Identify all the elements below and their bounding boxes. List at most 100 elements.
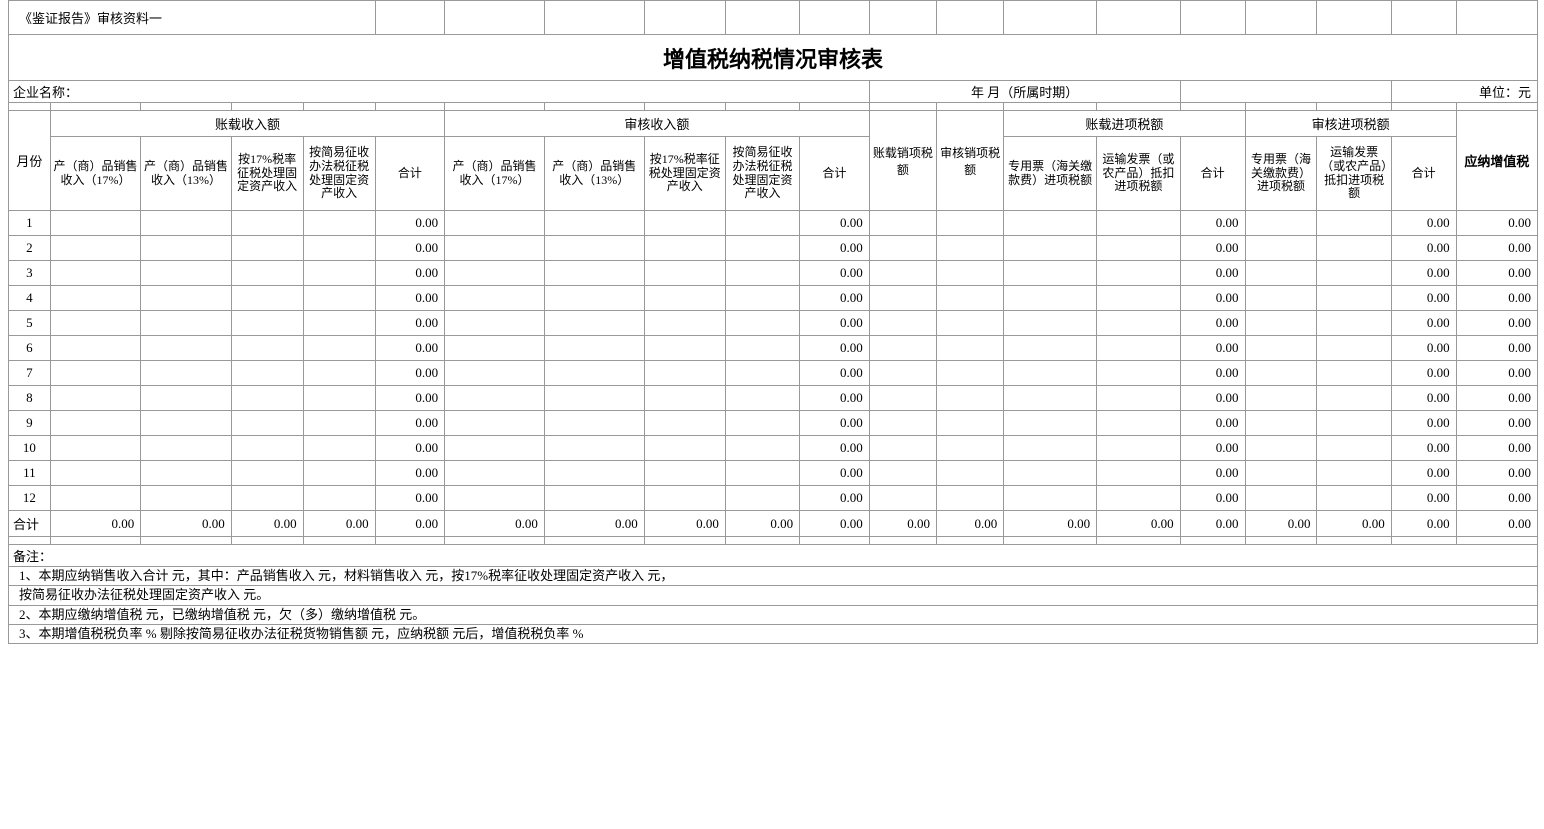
main-table: 《鉴证报告》审核资料一 增值税纳税情况审核表 企业名称： 年 月（所属时期） 单… (8, 0, 1538, 644)
month-cell: 3 (9, 261, 51, 286)
data-cell (1245, 286, 1317, 311)
data-cell: 0.00 (800, 386, 870, 411)
data-cell (644, 486, 725, 511)
sub-header-row: 产（商）品销售收入（17%） 产（商）品销售收入（13%） 按17%税率征税处理… (9, 137, 1538, 211)
data-cell (445, 461, 545, 486)
data-cell: 0.00 (375, 486, 445, 511)
month-cell: 12 (9, 486, 51, 511)
data-cell (303, 411, 375, 436)
data-cell: 0.00 (1180, 286, 1245, 311)
data-cell (937, 486, 1004, 511)
data-cell: 0.00 (1180, 311, 1245, 336)
notes-label: 备注： (9, 545, 1538, 567)
data-cell (141, 236, 231, 261)
data-cell (937, 411, 1004, 436)
data-cell (544, 436, 644, 461)
data-cell (303, 336, 375, 361)
data-cell (141, 386, 231, 411)
data-cell (1097, 311, 1181, 336)
month-cell: 5 (9, 311, 51, 336)
data-cell (1097, 211, 1181, 236)
data-cell (1004, 311, 1097, 336)
notes-row-1b: 按简易征收办法征税处理固定资产收入 元。 (9, 586, 1538, 605)
data-cell: 0.00 (375, 286, 445, 311)
notes-row-1: 1、本期应纳销售收入合计 元，其中：产品销售收入 元，材料销售收入 元，按17%… (9, 567, 1538, 586)
data-cell (231, 236, 303, 261)
sh-prod17: 产（商）品销售收入（17%） (50, 137, 140, 211)
data-cell (231, 436, 303, 461)
grp-audit-income: 审核收入额 (445, 111, 870, 137)
month-cell: 2 (9, 236, 51, 261)
data-cell: 0.00 (1391, 411, 1456, 436)
data-cell (937, 311, 1004, 336)
data-cell (544, 336, 644, 361)
month-cell: 7 (9, 361, 51, 386)
meta-row: 企业名称： 年 月（所属时期） 单位：元 (9, 81, 1538, 103)
notes-row-2: 2、本期应缴纳增值税 元，已缴纳增值税 元，欠（多）缴纳增值税 元。 (9, 605, 1538, 624)
table-row: 60.000.000.000.000.00 (9, 336, 1538, 361)
total-cell: 0.00 (375, 511, 445, 537)
data-cell (937, 461, 1004, 486)
data-cell: 0.00 (1180, 411, 1245, 436)
data-cell: 0.00 (1456, 461, 1537, 486)
data-cell: 0.00 (1391, 311, 1456, 336)
data-cell (445, 436, 545, 461)
data-cell (725, 211, 799, 236)
sh-spec-inv-b: 专用票（海关缴款费）进项税额 (1245, 137, 1317, 211)
data-cell: 0.00 (1391, 361, 1456, 386)
data-cell (644, 286, 725, 311)
data-cell (445, 486, 545, 511)
data-cell: 0.00 (375, 261, 445, 286)
total-cell: 0.00 (1317, 511, 1391, 537)
data-cell (231, 261, 303, 286)
data-cell (141, 261, 231, 286)
total-cell: 0.00 (644, 511, 725, 537)
data-cell (1097, 461, 1181, 486)
data-cell (644, 311, 725, 336)
data-cell (50, 411, 140, 436)
table-row: 80.000.000.000.000.00 (9, 386, 1538, 411)
data-cell (644, 436, 725, 461)
data-cell: 0.00 (1456, 486, 1537, 511)
data-cell: 0.00 (1180, 336, 1245, 361)
table-row: 40.000.000.000.000.00 (9, 286, 1538, 311)
month-cell: 8 (9, 386, 51, 411)
sh-prod13b: 产（商）品销售收入（13%） (544, 137, 644, 211)
sh-subtotal1: 合计 (375, 137, 445, 211)
sh-subtotal3: 合计 (1180, 137, 1245, 211)
data-cell: 0.00 (800, 486, 870, 511)
data-cell (231, 211, 303, 236)
data-cell (725, 461, 799, 486)
data-cell (869, 411, 936, 436)
data-cell (644, 261, 725, 286)
month-cell: 10 (9, 436, 51, 461)
data-cell (445, 386, 545, 411)
data-cell (231, 286, 303, 311)
data-cell (445, 211, 545, 236)
sh-fixed17b: 按17%税率征税处理固定资产收入 (644, 137, 725, 211)
data-cell (937, 261, 1004, 286)
data-cell: 0.00 (800, 286, 870, 311)
data-cell: 0.00 (1180, 486, 1245, 511)
data-cell (1097, 386, 1181, 411)
data-cell (1317, 411, 1391, 436)
data-cell (1097, 286, 1181, 311)
data-cell: 0.00 (1180, 361, 1245, 386)
data-cell: 0.00 (1391, 211, 1456, 236)
data-cell: 0.00 (375, 311, 445, 336)
data-cell: 0.00 (375, 436, 445, 461)
data-cell (231, 386, 303, 411)
data-cell: 0.00 (375, 461, 445, 486)
data-cell: 0.00 (800, 311, 870, 336)
col-month: 月份 (9, 111, 51, 211)
data-cell (1317, 461, 1391, 486)
total-cell: 0.00 (725, 511, 799, 537)
data-cell (1317, 211, 1391, 236)
data-cell (303, 436, 375, 461)
month-cell: 1 (9, 211, 51, 236)
data-cell (141, 211, 231, 236)
grp-book-output-tax: 账载销项税额 (869, 111, 936, 211)
data-cell (141, 336, 231, 361)
data-cell: 0.00 (1456, 436, 1537, 461)
data-cell (644, 336, 725, 361)
